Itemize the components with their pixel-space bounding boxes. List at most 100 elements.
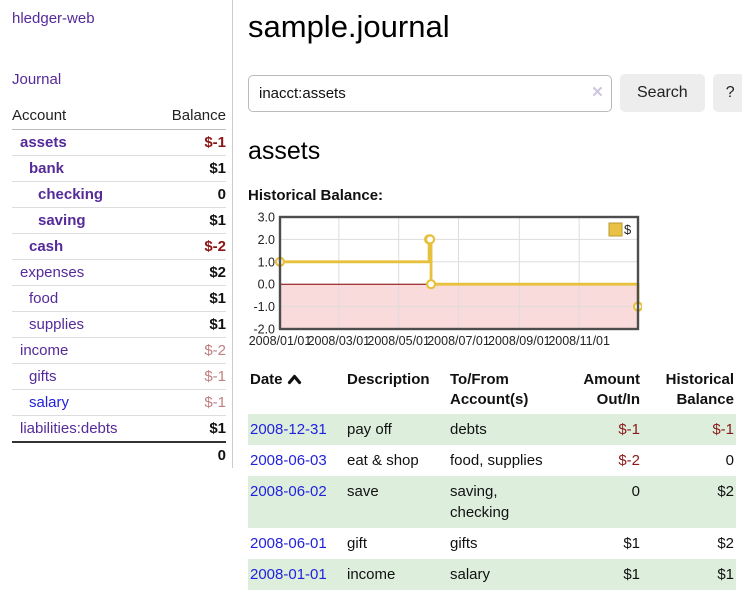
svg-text:2008/03/01: 2008/03/01 bbox=[308, 334, 371, 348]
transaction-amount: $1 bbox=[623, 534, 640, 552]
account-row: expenses $2 bbox=[12, 259, 226, 286]
account-row: supplies $1 bbox=[12, 311, 226, 338]
accounts-header-account: Account bbox=[12, 103, 154, 130]
transaction-balance: 0 bbox=[725, 451, 734, 469]
transaction-date-link[interactable]: 2008-06-02 bbox=[250, 482, 327, 500]
sidebar: hledger-web Journal Account Balance asse… bbox=[0, 0, 233, 468]
register-table: Date Description To/From Account(s) Amou… bbox=[248, 368, 736, 590]
register-header-balance: Historical Balance bbox=[665, 371, 734, 409]
search-button[interactable]: Search bbox=[620, 74, 705, 112]
account-row: checking 0 bbox=[12, 181, 226, 208]
svg-text:2.0: 2.0 bbox=[258, 233, 275, 247]
account-link-expenses[interactable]: expenses bbox=[20, 264, 85, 281]
transaction-balance: $2 bbox=[717, 482, 734, 500]
account-balance: $-2 bbox=[153, 233, 226, 260]
historical-balance-chart: $3.0 2.0 1.0 0.0 -1.0 -2.0 2008/01/01 2008/03/0… bbox=[248, 211, 742, 355]
account-balance: $1 bbox=[153, 285, 226, 312]
account-balance: $1 bbox=[153, 207, 226, 234]
svg-text:-2.0: -2.0 bbox=[253, 323, 275, 337]
transaction-date-link[interactable]: 2008-06-01 bbox=[250, 534, 327, 552]
transaction-balance: $2 bbox=[717, 534, 734, 552]
account-row: saving $1 bbox=[12, 207, 226, 234]
svg-text:2008/09/01: 2008/09/01 bbox=[488, 334, 551, 348]
accounts-table: Account Balance assets $-1 bank $1 check… bbox=[12, 103, 226, 468]
register-row: 2008-06-01 gift gifts $1 $2 bbox=[248, 528, 736, 559]
account-row: income $-2 bbox=[12, 337, 226, 364]
account-row: food $1 bbox=[12, 285, 226, 312]
transaction-description: save bbox=[347, 482, 379, 500]
svg-text:1.0: 1.0 bbox=[258, 255, 275, 269]
account-link-bank[interactable]: bank bbox=[29, 160, 65, 177]
account-balance: $-1 bbox=[153, 363, 226, 390]
account-balance: 0 bbox=[153, 181, 226, 208]
account-link-supplies[interactable]: supplies bbox=[29, 316, 85, 333]
svg-text:2008/01/01: 2008/01/01 bbox=[249, 334, 312, 348]
accounts-total-row: 0 bbox=[12, 442, 226, 468]
transaction-date-link[interactable]: 2008-06-03 bbox=[250, 451, 327, 469]
register-row: 2008-12-31 pay off debts $-1 $-1 bbox=[248, 413, 736, 445]
register-row: 2008-06-03 eat & shop food, supplies $-2… bbox=[248, 445, 736, 476]
help-button[interactable]: ? bbox=[712, 74, 742, 112]
page-title: sample.journal bbox=[248, 9, 450, 44]
account-row: salary $-1 bbox=[12, 389, 226, 416]
accounts-total-value: 0 bbox=[217, 447, 226, 464]
account-balance: $1 bbox=[153, 155, 226, 182]
account-row: assets $-1 bbox=[12, 129, 226, 156]
svg-text:3.0: 3.0 bbox=[258, 211, 275, 225]
account-balance: $2 bbox=[153, 259, 226, 286]
transaction-date-link[interactable]: 2008-12-31 bbox=[250, 420, 327, 438]
account-link-checking[interactable]: checking bbox=[38, 186, 104, 203]
sort-ascending-icon bbox=[287, 371, 302, 391]
transaction-accounts: salary bbox=[450, 565, 491, 583]
accounts-header-balance: Balance bbox=[153, 103, 226, 130]
transaction-accounts: saving, checking bbox=[450, 482, 510, 521]
account-link-gifts[interactable]: gifts bbox=[29, 368, 57, 385]
transaction-description: gift bbox=[347, 534, 368, 552]
account-row: liabilities:debts $1 bbox=[12, 415, 226, 443]
clear-search-icon[interactable]: × bbox=[591, 81, 603, 103]
register-header-row: Date Description To/From Account(s) Amou… bbox=[248, 368, 736, 414]
svg-text:$: $ bbox=[624, 222, 632, 237]
account-balance: $-2 bbox=[153, 337, 226, 364]
account-link-income[interactable]: income bbox=[20, 342, 69, 359]
transaction-amount: 0 bbox=[631, 482, 640, 500]
account-link-salary[interactable]: salary bbox=[29, 394, 70, 411]
main-content: sample.journal × Search ? assets Histori… bbox=[233, 0, 742, 590]
register-row: 2008-01-01 income salary $1 $1 bbox=[248, 558, 736, 590]
svg-text:2008/05/01: 2008/05/01 bbox=[367, 334, 430, 348]
account-row: bank $1 bbox=[12, 155, 226, 182]
nav-journal-link[interactable]: Journal bbox=[12, 71, 62, 88]
transaction-description: eat & shop bbox=[347, 451, 419, 469]
transaction-date-link[interactable]: 2008-01-01 bbox=[250, 565, 327, 583]
account-link-saving[interactable]: saving bbox=[38, 212, 86, 229]
transaction-amount: $-1 bbox=[618, 420, 640, 438]
register-row: 2008-06-02 save saving, checking 0 $2 bbox=[248, 475, 736, 528]
svg-text:2008/07/01: 2008/07/01 bbox=[427, 334, 490, 348]
svg-text:2008/11/01: 2008/11/01 bbox=[548, 334, 610, 348]
transaction-accounts: food, supplies bbox=[450, 451, 543, 469]
transaction-accounts: gifts bbox=[450, 534, 478, 552]
account-row: cash $-2 bbox=[12, 233, 226, 260]
register-header-accounts: To/From Account(s) bbox=[450, 371, 529, 409]
transaction-balance: $-1 bbox=[712, 420, 734, 438]
app-brand-link[interactable]: hledger-web bbox=[12, 10, 95, 27]
svg-text:0.0: 0.0 bbox=[258, 278, 275, 292]
register-header-date[interactable]: Date bbox=[248, 368, 345, 414]
account-page-title: assets bbox=[248, 137, 321, 165]
account-link-liabilities-debts[interactable]: liabilities:debts bbox=[20, 420, 118, 437]
search-input[interactable] bbox=[248, 74, 612, 112]
account-link-assets[interactable]: assets bbox=[20, 134, 67, 151]
transaction-amount: $-2 bbox=[618, 451, 640, 469]
transaction-accounts: debts bbox=[450, 420, 487, 438]
transaction-amount: $1 bbox=[623, 565, 640, 583]
register-header-amount: Amount Out/In bbox=[583, 371, 640, 409]
register-header-description: Description bbox=[347, 371, 430, 388]
account-link-food[interactable]: food bbox=[29, 290, 59, 307]
account-link-cash[interactable]: cash bbox=[29, 238, 64, 255]
chart-heading: Historical Balance: bbox=[248, 187, 384, 204]
account-balance: $1 bbox=[153, 415, 226, 443]
search-bar: × Search ? bbox=[248, 74, 742, 112]
transaction-description: income bbox=[347, 565, 396, 583]
svg-text:-1.0: -1.0 bbox=[253, 300, 275, 314]
